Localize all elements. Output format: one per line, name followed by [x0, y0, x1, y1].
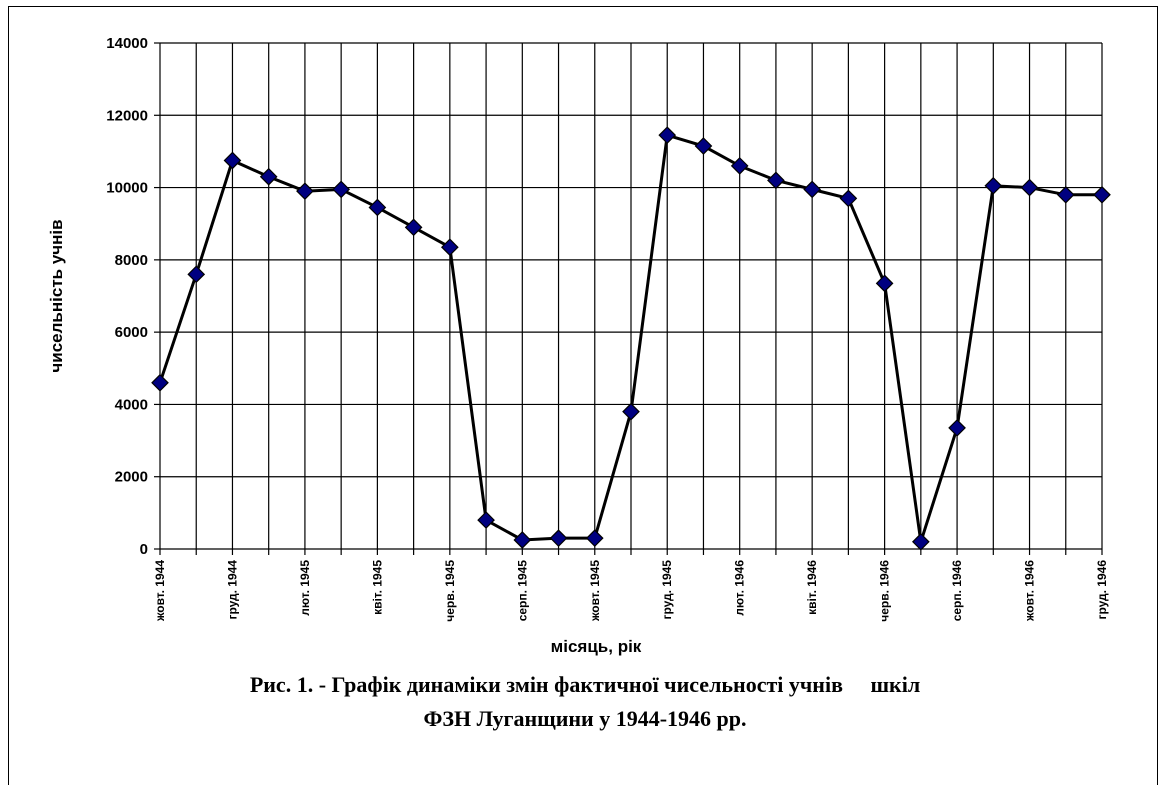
data-point-marker	[404, 218, 423, 237]
data-point-marker	[1020, 178, 1039, 197]
x-tick-label: лют. 1945	[298, 560, 312, 616]
x-tick-label: черв. 1946	[878, 560, 892, 622]
y-tick-labels: 0 2000 4000 6000 8000 10000 12000 14000	[106, 35, 148, 558]
data-point-marker	[839, 189, 858, 208]
data-point-marker	[948, 419, 966, 437]
data-point-marker	[875, 274, 894, 293]
data-point-marker	[694, 137, 713, 155]
data-point-marker	[477, 511, 495, 529]
data-point-marker	[585, 529, 604, 548]
x-axis-title: місяць, рік	[551, 637, 642, 656]
data-point-marker	[513, 531, 532, 549]
series-markers	[151, 126, 1111, 551]
y-tick-label: 8000	[115, 252, 148, 269]
data-point-marker	[368, 198, 387, 217]
caption-line-1: Рис. 1. - Графік динаміки змін фактичної…	[249, 672, 921, 697]
y-tick-label: 6000	[115, 324, 148, 341]
data-point-marker	[187, 265, 206, 284]
figure-frame	[8, 6, 1158, 785]
x-tick-label: груд. 1944	[225, 560, 239, 620]
x-tick-label: серп. 1945	[515, 560, 529, 622]
data-point-marker	[730, 157, 749, 175]
y-tick-label: 14000	[106, 35, 148, 52]
x-tick-label: жовт. 1944	[153, 560, 167, 622]
x-tick-label: жовт. 1945	[588, 560, 602, 622]
data-point-marker	[440, 238, 459, 257]
data-point-marker	[911, 532, 930, 551]
data-point-marker	[296, 182, 314, 201]
data-point-marker	[549, 529, 568, 548]
x-tick-label: квіт. 1946	[805, 560, 819, 615]
data-point-marker	[259, 167, 278, 186]
y-tick-label: 10000	[106, 180, 148, 197]
x-tick-label: лют. 1946	[733, 560, 747, 616]
x-tick-label: жовт. 1946	[1023, 560, 1037, 622]
data-point-marker	[151, 373, 169, 392]
data-point-marker	[767, 171, 785, 190]
x-tick-labels: жовт. 1944 груд. 1944 лют. 1945 квіт. 1945 ч…	[153, 560, 1109, 622]
figure-caption: Рис. 1. - Графік динаміки змін фактичної…	[40, 668, 1130, 736]
y-tick-label: 0	[140, 541, 148, 558]
data-point-marker	[1056, 185, 1075, 204]
data-point-marker	[803, 180, 822, 199]
caption-line-2: ФЗН Луганщини у 1944-1946 рр.	[423, 706, 747, 731]
data-point-marker	[622, 402, 640, 421]
data-point-marker	[1093, 185, 1111, 204]
data-point-marker	[332, 180, 351, 199]
y-axis-title: чисельність учнів	[47, 219, 66, 372]
data-point-marker	[658, 126, 677, 145]
x-tick-label: серп. 1946	[950, 560, 964, 622]
data-point-marker	[223, 151, 242, 170]
y-tick-label: 2000	[115, 469, 148, 486]
data-point-marker	[984, 176, 1003, 195]
y-tick-label: 12000	[106, 107, 148, 124]
x-tick-label: черв. 1945	[443, 560, 457, 622]
x-tick-label: груд. 1946	[1095, 560, 1109, 620]
x-tick-label: квіт. 1945	[370, 560, 384, 615]
x-tick-label: груд. 1945	[660, 560, 674, 620]
chart-grid	[154, 42, 1103, 555]
y-tick-label: 4000	[115, 396, 148, 413]
line-chart: 0 2000 4000 6000 8000 10000 12000 14000 жовт. 1…	[47, 35, 1111, 656]
